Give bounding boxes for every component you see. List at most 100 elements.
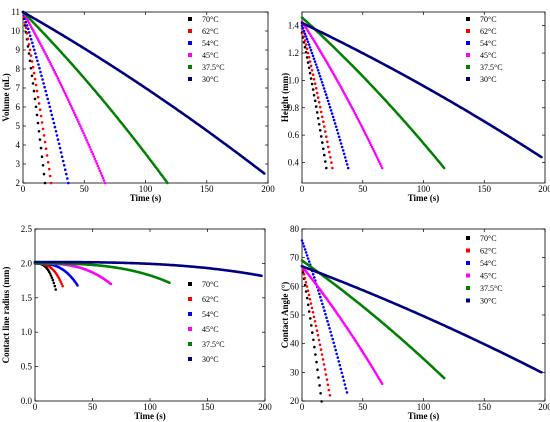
- data-point: [380, 166, 384, 170]
- data-point: [301, 27, 305, 30]
- legend-label: 70°C: [202, 15, 219, 24]
- data-point: [303, 283, 307, 287]
- y-tick-label: 60: [290, 281, 300, 291]
- data-point: [91, 152, 95, 156]
- data-point: [42, 134, 46, 137]
- data-point: [53, 70, 57, 74]
- data-point: [29, 66, 33, 70]
- legend-label: 62°C: [480, 27, 497, 36]
- data-point: [40, 74, 43, 78]
- data-point: [63, 91, 67, 95]
- data-point: [26, 45, 30, 48]
- data-point: [36, 36, 39, 40]
- data-point: [39, 42, 42, 46]
- y-axis-label: Contact line radius (mm): [1, 267, 11, 364]
- y-axis-label: Height (mm): [280, 73, 290, 122]
- data-point: [313, 320, 317, 323]
- legend-marker: [188, 312, 192, 316]
- data-point: [344, 159, 348, 163]
- legend: 70°C 62°C 54°C 45°C 37.5°C 30°C: [188, 280, 225, 364]
- series-54°C: [300, 24, 350, 170]
- legend-label: 30°C: [202, 355, 219, 364]
- y-tick-label: 0.6: [288, 130, 300, 140]
- data-point: [38, 108, 42, 111]
- series-37.5°C: [300, 16, 446, 170]
- data-point: [363, 131, 367, 134]
- data-point: [346, 166, 350, 170]
- data-point: [49, 181, 53, 185]
- data-point: [99, 171, 103, 175]
- series-70°C: [21, 10, 47, 185]
- data-point: [260, 274, 263, 278]
- data-point: [318, 129, 322, 132]
- data-point: [84, 136, 87, 139]
- data-point: [338, 138, 342, 142]
- y-tick-label: 0.5: [21, 362, 33, 372]
- data-point: [52, 281, 56, 285]
- y-tick-label: 2: [16, 178, 21, 188]
- legend: 70°C 62°C 54°C 45°C 37.5°C 30°C: [466, 234, 503, 306]
- x-tick-label: 200: [258, 402, 272, 412]
- data-point: [317, 376, 320, 379]
- data-point: [343, 156, 347, 159]
- data-point: [43, 50, 46, 54]
- data-point: [352, 109, 356, 113]
- data-point: [74, 113, 77, 117]
- data-point: [358, 121, 362, 125]
- data-point: [304, 43, 308, 46]
- data-point: [319, 295, 322, 299]
- data-point: [27, 31, 31, 34]
- data-point: [336, 132, 340, 135]
- legend-marker: [466, 248, 470, 253]
- data-point: [27, 52, 31, 55]
- data-point: [540, 371, 543, 374]
- data-point: [31, 65, 35, 69]
- data-point: [87, 143, 90, 146]
- data-point: [56, 138, 60, 141]
- data-point: [373, 151, 377, 155]
- data-point: [354, 113, 358, 117]
- data-point: [341, 149, 345, 152]
- legend-marker: [188, 282, 192, 286]
- data-point: [42, 172, 46, 176]
- data-point: [40, 121, 44, 124]
- data-point: [78, 122, 81, 126]
- data-point: [92, 155, 96, 158]
- data-point: [307, 66, 311, 70]
- data-point: [300, 24, 304, 28]
- data-point: [331, 337, 335, 341]
- legend: 70°C 62°C 54°C 45°C 37.5°C 30°C: [466, 15, 503, 84]
- x-tick-label: 100: [139, 184, 153, 194]
- legend-marker: [466, 286, 470, 290]
- data-point: [26, 37, 30, 41]
- data-point: [35, 89, 39, 93]
- data-point: [315, 329, 319, 332]
- data-point: [303, 248, 307, 251]
- data-point: [329, 330, 332, 334]
- data-point: [316, 69, 320, 72]
- data-point: [322, 306, 325, 309]
- data-point: [327, 145, 330, 149]
- y-tick-label: 6: [16, 102, 21, 112]
- data-point: [33, 48, 36, 52]
- data-point: [314, 63, 318, 66]
- x-tick-label: 200: [538, 402, 550, 412]
- legend-label: 30°C: [480, 297, 497, 306]
- y-tick-label: 11: [11, 7, 20, 17]
- data-point: [319, 110, 323, 114]
- y-tick-label: 2.0: [21, 258, 33, 268]
- data-point: [45, 154, 49, 157]
- data-point: [94, 159, 98, 163]
- data-point: [70, 107, 74, 110]
- data-point: [340, 145, 344, 149]
- data-point: [319, 392, 322, 395]
- data-point: [43, 140, 47, 144]
- x-tick-label: 100: [417, 402, 431, 412]
- data-point: [328, 394, 332, 397]
- y-tick-label: 1.2: [288, 48, 299, 58]
- data-point: [350, 105, 354, 109]
- legend-label: 30°C: [202, 75, 219, 84]
- x-tick-label: 150: [478, 402, 492, 412]
- data-point: [307, 43, 311, 46]
- data-point: [305, 56, 309, 59]
